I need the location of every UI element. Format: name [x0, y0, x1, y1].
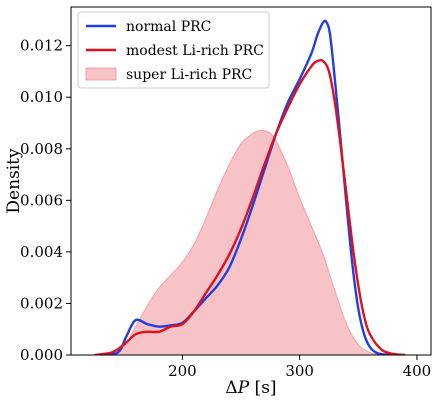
y-tick-label: 0.004	[20, 243, 63, 261]
y-tick-label: 0.010	[20, 88, 63, 106]
legend: normal PRC modest Li-rich PRC super Li-ric…	[77, 11, 270, 89]
y-tick-label: 0.006	[20, 191, 63, 209]
y-tick-label: 0.002	[20, 294, 63, 312]
legend-label-modest-li-rich-prc: modest Li-rich PRC	[126, 43, 264, 59]
axes-frame	[70, 6, 432, 356]
y-tick-label: 0.008	[20, 140, 63, 158]
x-tick-label: 200	[168, 362, 197, 380]
legend-label-normal-prc: normal PRC	[126, 19, 211, 35]
y-axis-label: Density	[4, 148, 24, 214]
x-tick-label: 300	[285, 362, 314, 380]
x-axis-ticks: 200 300 400	[168, 355, 431, 380]
legend-label-super-li-rich-prc: super Li-rich PRC	[126, 67, 252, 83]
x-axis-label: ΔP [s]	[225, 378, 276, 398]
plot-area	[94, 19, 406, 355]
series-line-normal-prc	[100, 19, 394, 355]
y-axis-ticks: 0.000 0.002 0.004 0.006 0.008 0.010 0.012	[20, 37, 71, 364]
y-tick-label: 0.000	[20, 346, 63, 364]
legend-box	[77, 11, 270, 89]
series-line-modest-li-rich-prc	[94, 58, 406, 355]
y-tick-label: 0.012	[20, 37, 63, 55]
legend-swatch-super-li-rich-prc	[85, 67, 117, 81]
series-area-super-li-rich-prc	[111, 129, 382, 355]
x-tick-label: 400	[403, 362, 432, 380]
